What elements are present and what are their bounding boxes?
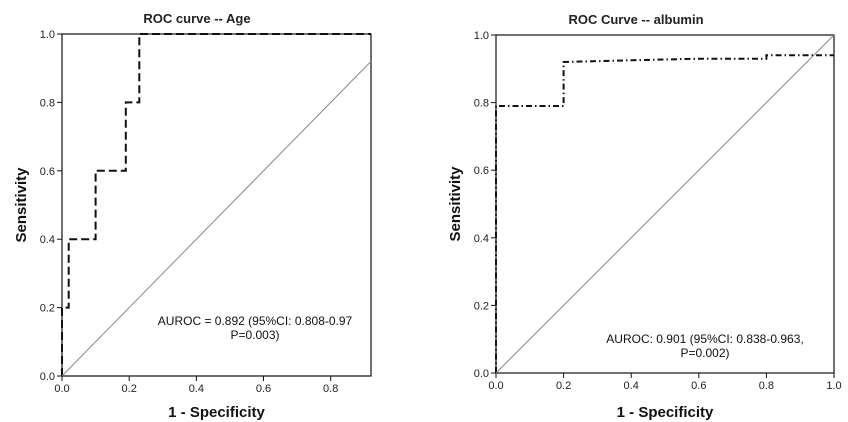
albumin-y-axis-label: Sensitivity	[447, 166, 464, 242]
age-y-tick-label: 0.2	[40, 303, 55, 315]
age-x-axis-label: 1 - Specificity	[168, 404, 265, 421]
albumin-y-tick-label: 0.8	[474, 98, 489, 110]
age-auroc-annotation: AUROC = 0.892 (95%CI: 0.808-0.97P=0.003)	[158, 314, 353, 342]
albumin-roc-chart: ROC Curve -- albumin 0.0 0.2 0.4 0.6 0.8 1.0 0.…	[447, 12, 842, 421]
albumin-x-axis-label: 1 - Specificity	[617, 404, 714, 421]
age-y-tick-label: 1.0	[40, 29, 55, 41]
age-x-tick-label: 0.8	[323, 383, 338, 395]
age-y-tick-label: 0.4	[40, 234, 55, 246]
age-x-tick-label: 0.6	[256, 383, 271, 395]
albumin-x-tick-label: 0.0	[488, 380, 503, 392]
albumin-auroc-annotation-line: P=0.002)	[680, 346, 729, 360]
albumin-x-tick-label: 0.4	[624, 380, 639, 392]
albumin-y-tick-label: 0.2	[474, 300, 489, 312]
age-roc-chart: ROC curve -- Age 0.0 0.2 0.4 0.6 0.8 0.0 0.2 0.4…	[13, 11, 372, 421]
age-x-tick-label: 0.2	[122, 383, 137, 395]
age-y-axis-label: Sensitivity	[13, 167, 30, 243]
albumin-y-tick-label: 0.4	[474, 233, 489, 245]
age-auroc-annotation-line: AUROC = 0.892 (95%CI: 0.808-0.97	[158, 314, 353, 328]
albumin-chart-title: ROC Curve -- albumin	[568, 12, 703, 27]
albumin-reference-line	[495, 34, 835, 374]
age-roc-curve	[61, 33, 371, 376]
albumin-x-tick-label: 0.2	[556, 380, 571, 392]
age-reference-line	[61, 61, 372, 377]
age-x-tick-label: 0.0	[54, 383, 69, 395]
albumin-x-tick-label: 1.0	[826, 380, 841, 392]
albumin-auroc-annotation: AUROC: 0.901 (95%CI: 0.838-0.963,P=0.002…	[606, 332, 803, 360]
albumin-roc-curve	[495, 54, 834, 373]
albumin-auroc-annotation-line: AUROC: 0.901 (95%CI: 0.838-0.963,	[606, 332, 803, 346]
albumin-y-tick-label: 0.6	[474, 165, 489, 177]
albumin-x-tick-label: 0.8	[759, 380, 774, 392]
albumin-x-tick-label: 0.6	[691, 380, 706, 392]
age-y-tick-label: 0.0	[40, 371, 55, 383]
albumin-y-tick-label: 0.0	[474, 368, 489, 380]
age-auroc-annotation-line: P=0.003)	[230, 328, 279, 342]
age-y-tick-label: 0.6	[40, 166, 55, 178]
age-y-tick-label: 0.8	[40, 97, 55, 109]
albumin-plot-frame	[495, 34, 835, 374]
age-chart-title: ROC curve -- Age	[143, 11, 250, 26]
age-x-tick-label: 0.4	[189, 383, 204, 395]
albumin-y-tick-label: 1.0	[474, 30, 489, 42]
